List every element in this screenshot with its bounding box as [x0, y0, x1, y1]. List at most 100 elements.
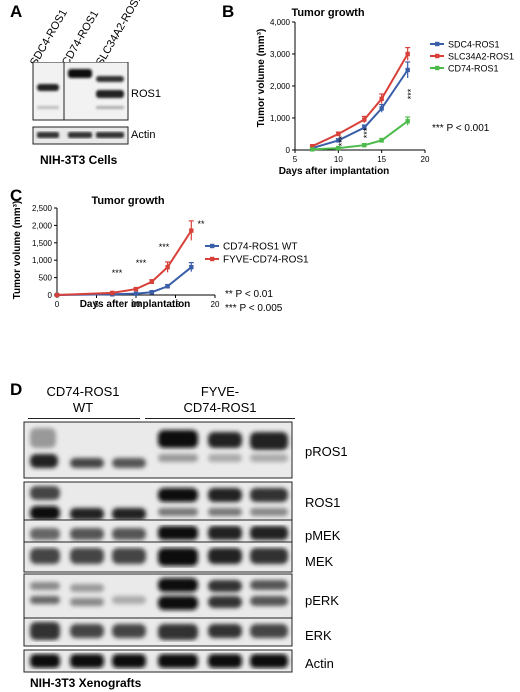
y-tick-label: 1,000 [32, 256, 53, 265]
group2-underline [145, 418, 295, 419]
row-label-pros1: pROS1 [305, 444, 348, 459]
chart-b-significance: *** P < 0.001 [432, 123, 490, 134]
data-point [165, 264, 170, 270]
data-point [362, 117, 367, 122]
data-point [310, 143, 315, 149]
data-point [149, 279, 154, 284]
x-tick-label: 5 [94, 300, 99, 309]
group2-line2: CD74-ROS1 [183, 400, 257, 415]
legend-label-3: CD74-ROS1 [448, 64, 499, 74]
data-point [336, 131, 341, 137]
data-point [189, 264, 194, 270]
legend-label-1: SDC4-ROS1 [448, 40, 500, 50]
chart-b-sig-mark-1: *** [337, 135, 347, 146]
data-point [405, 119, 410, 124]
group1-line2: WT [72, 400, 94, 415]
series-line-2 [56, 230, 193, 296]
x-tick-label: 20 [421, 155, 430, 164]
x-tick-label: 20 [211, 300, 220, 309]
data-point [336, 138, 341, 143]
group1-header: CD74-ROS1 WT [28, 384, 138, 416]
legend-marker-1 [435, 41, 440, 47]
row-label-perk: pERK [305, 593, 339, 608]
legend-marker-3 [435, 65, 440, 71]
legend-marker-2 [435, 53, 440, 59]
x-tick-label: 15 [171, 300, 180, 309]
chart-b-title: Tumor growth [291, 7, 364, 19]
row-label-erk: ERK [305, 628, 332, 643]
panel-b-letter: B [222, 2, 235, 21]
y-tick-label: 2,500 [32, 204, 53, 213]
row-label-ros1-d: ROS1 [305, 495, 341, 510]
y-tick-label: 500 [39, 274, 53, 283]
chart-b: Tumor growth 5 10 15 20 0 1,000 2,000 3,000 4,00… [256, 7, 514, 177]
chart-c-significance-1: ** P < 0.01 [225, 289, 273, 300]
row-label-actin: Actin [131, 129, 156, 141]
data-point [405, 51, 410, 57]
legend-marker-2 [210, 256, 215, 262]
panel-a-footer: NIH-3T3 Cells [40, 153, 118, 167]
series-line-1 [56, 266, 192, 296]
row-label-pmek: pMEK [305, 528, 341, 543]
chart-b-sig-mark-2: *** [362, 127, 372, 138]
chart-c-xlabel: Days after implantation [80, 299, 191, 310]
y-tick-label: 4,000 [270, 18, 291, 27]
chart-b-sig-mark-3: *** [406, 88, 416, 99]
y-tick-label: 2,000 [32, 221, 53, 230]
series-line-1 [312, 69, 409, 150]
data-point [405, 67, 410, 73]
y-tick-label: 1,500 [32, 239, 53, 248]
panel-a-blots [32, 62, 129, 145]
x-tick-label: 10 [334, 155, 343, 164]
chart-c-sig-mark-1: *** [112, 268, 123, 278]
chart-c-sig-mark-2: *** [136, 258, 147, 268]
chart-b-ylabel: Tumor volume (mm³) [256, 29, 267, 128]
panel-a-letter: A [10, 2, 23, 21]
data-point [336, 145, 341, 151]
y-tick-label: 0 [286, 146, 291, 155]
group1-underline [28, 418, 140, 419]
x-tick-label: 0 [55, 300, 60, 309]
data-point [362, 125, 367, 130]
data-point [379, 106, 384, 111]
chart-c-sig-mark-4: ** [197, 219, 205, 229]
panel-c-letter: C [10, 186, 23, 205]
panel-d-footer: NIH-3T3 Xenografts [30, 676, 142, 690]
y-tick-label: 3,000 [270, 50, 291, 59]
chart-c: Tumor growth 0 5 10 15 20 0 500 1,000 1,500 2,000… [12, 195, 309, 314]
chart-b-xlabel: Days after implantation [279, 166, 390, 177]
x-tick-label: 15 [377, 155, 386, 164]
data-point [165, 284, 170, 289]
chart-c-ylabel: Tumor volume (mm³) [12, 201, 23, 300]
data-point [149, 290, 154, 295]
x-tick-label: 10 [132, 300, 141, 309]
row-label-actin-d: Actin [305, 656, 334, 671]
chart-c-title: Tumor growth [91, 195, 164, 207]
group1-line1: CD74-ROS1 [46, 384, 120, 399]
lane-label-3: SLC34A2-ROS1 [94, 0, 145, 68]
series-line-3 [312, 120, 409, 151]
data-point [110, 290, 115, 296]
data-point [133, 286, 139, 292]
chart-c-sig-mark-3: *** [159, 242, 170, 252]
group2-header: FYVE- CD74-ROS1 [145, 384, 295, 416]
data-point [189, 228, 194, 233]
data-point [54, 292, 60, 298]
legend-label-1: CD74-ROS1 WT [223, 242, 297, 253]
legend-label-2: FYVE-CD74-ROS1 [223, 255, 309, 266]
data-point [133, 291, 139, 296]
legend-label-2: SLC34A2-ROS1 [448, 52, 514, 62]
row-label-ros1: ROS1 [131, 88, 161, 100]
data-point [379, 138, 384, 143]
panel-d-letter: D [10, 380, 23, 399]
row-label-mek: MEK [305, 554, 334, 569]
x-tick-label: 5 [293, 155, 298, 164]
y-tick-label: 0 [48, 291, 53, 300]
legend-marker-1 [210, 243, 215, 249]
panel-d-blots [23, 421, 293, 673]
data-point [310, 147, 315, 152]
data-point [362, 143, 367, 148]
y-tick-label: 1,000 [270, 114, 291, 123]
data-point [379, 96, 384, 101]
group2-line1: FYVE- [200, 384, 240, 399]
